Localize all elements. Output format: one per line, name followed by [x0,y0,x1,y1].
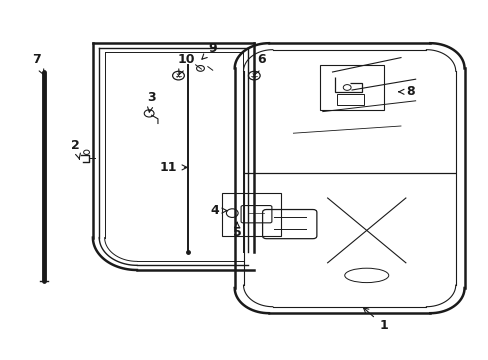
Text: 9: 9 [202,42,217,59]
Text: 2: 2 [71,139,80,159]
Text: 8: 8 [398,85,414,98]
Text: 1: 1 [363,308,387,332]
Text: 10: 10 [177,53,194,75]
Text: 7: 7 [32,53,43,75]
Text: 5: 5 [232,222,241,239]
Text: 6: 6 [254,53,265,75]
Text: 11: 11 [160,161,186,174]
Text: 4: 4 [210,204,226,217]
Text: 3: 3 [147,91,156,112]
